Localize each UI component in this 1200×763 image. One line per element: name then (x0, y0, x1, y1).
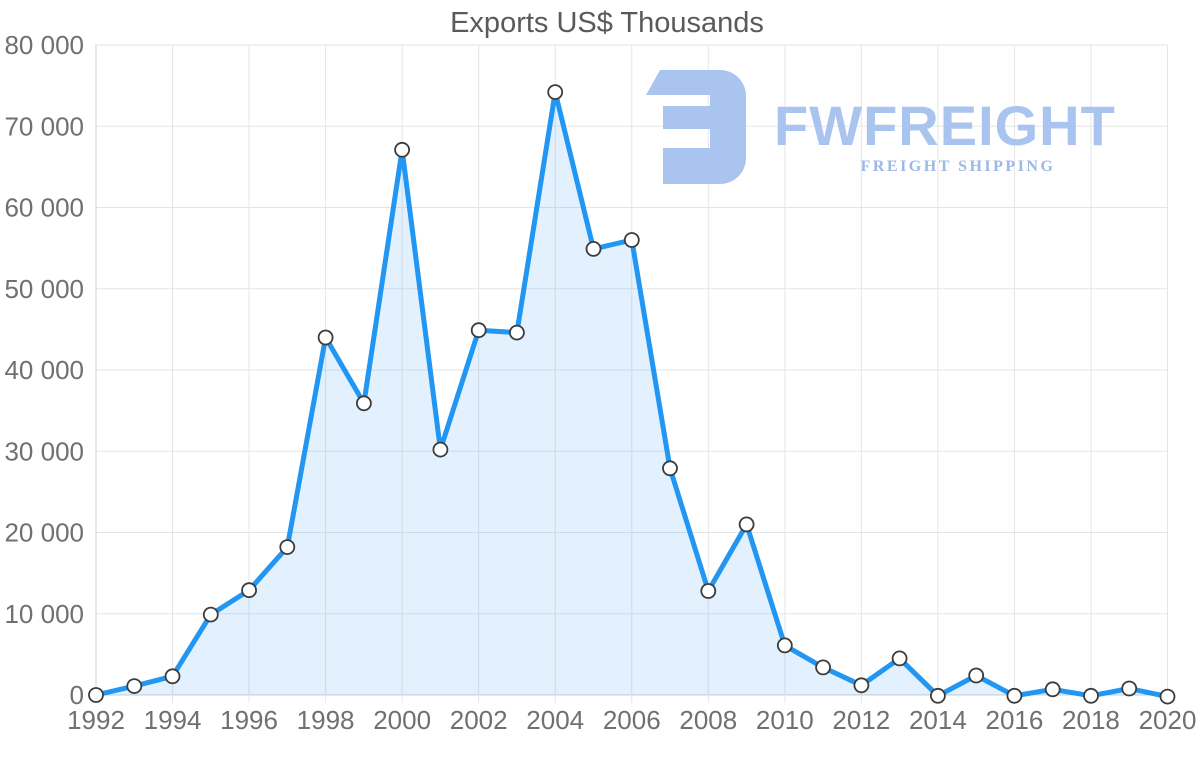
series-layer (88, 84, 1176, 705)
data-point-1999[interactable] (355, 395, 372, 412)
logo-mark-icon (646, 70, 746, 184)
data-point-2014[interactable] (930, 687, 946, 704)
x-axis-label: 2006 (603, 705, 661, 735)
logo-tagline: FREIGHT SHIPPING (860, 158, 1056, 175)
x-axis-label: 2012 (832, 705, 890, 735)
data-point-1992[interactable] (88, 687, 104, 703)
data-point-2000[interactable] (394, 141, 411, 158)
data-point-2019[interactable] (1121, 680, 1138, 697)
y-axis-label: 50 000 (4, 274, 84, 304)
data-point-2013[interactable] (891, 650, 908, 667)
data-point-1998[interactable] (317, 329, 334, 346)
logo-brand: FWFREIGHT (774, 94, 1116, 157)
data-point-1995[interactable] (202, 606, 219, 623)
data-point-2012[interactable] (853, 677, 870, 694)
x-axis-label: 1998 (297, 705, 355, 735)
data-point-2018[interactable] (1083, 687, 1099, 704)
data-point-2011[interactable] (815, 659, 831, 676)
x-axis-label: 2010 (756, 705, 814, 735)
y-axis-label: 40 000 (4, 355, 84, 385)
data-point-2005[interactable] (585, 240, 602, 257)
data-point-2016[interactable] (1006, 687, 1023, 704)
y-axis-label: 10 000 (4, 599, 84, 629)
data-point-2006[interactable] (623, 232, 640, 248)
data-point-2017[interactable] (1044, 681, 1061, 698)
data-point-2008[interactable] (700, 583, 717, 599)
y-axis-label: 70 000 (4, 111, 84, 141)
area-fill (96, 92, 1168, 697)
x-axis-label: 2020 (1139, 705, 1197, 735)
chart-title: Exports US$ Thousands (450, 7, 764, 39)
data-point-1996[interactable] (241, 582, 258, 599)
data-point-2015[interactable] (968, 667, 985, 684)
data-point-2010[interactable] (776, 637, 793, 654)
x-axis-label: 2000 (373, 705, 431, 735)
data-point-2020[interactable] (1159, 688, 1176, 705)
y-axis-label: 0 (70, 680, 84, 710)
x-axis-label: 2004 (526, 705, 584, 735)
data-point-1993[interactable] (126, 678, 143, 694)
data-point-2003[interactable] (509, 324, 525, 341)
data-point-2009[interactable] (738, 516, 755, 533)
axis-label-layer: 0 10 000 20 000 30 000 40 000 50 000 60 000 70 … (4, 30, 1196, 735)
logo-watermark: FWFREIGHT FREIGHT SHIPPING (646, 70, 1200, 184)
y-axis-label: 30 000 (4, 436, 84, 466)
y-axis-label: 60 000 (4, 193, 84, 223)
x-axis-label: 1996 (220, 705, 278, 735)
data-point-2002[interactable] (470, 322, 487, 339)
x-axis-label: 2008 (679, 705, 737, 735)
data-point-1997[interactable] (279, 539, 296, 555)
x-axis-label: 1994 (144, 705, 202, 735)
data-point-2004[interactable] (547, 84, 564, 100)
x-axis-label: 2014 (909, 705, 967, 735)
y-axis-label: 80 000 (4, 30, 84, 60)
x-axis-label: 1992 (67, 705, 125, 735)
data-point-2007[interactable] (662, 460, 678, 477)
data-point-1994[interactable] (164, 668, 181, 685)
x-axis-label: 2016 (986, 705, 1044, 735)
x-axis-label: 2018 (1062, 705, 1120, 735)
y-axis-label: 20 000 (4, 518, 84, 548)
x-axis-label: 2002 (450, 705, 508, 735)
data-point-2001[interactable] (432, 441, 449, 458)
